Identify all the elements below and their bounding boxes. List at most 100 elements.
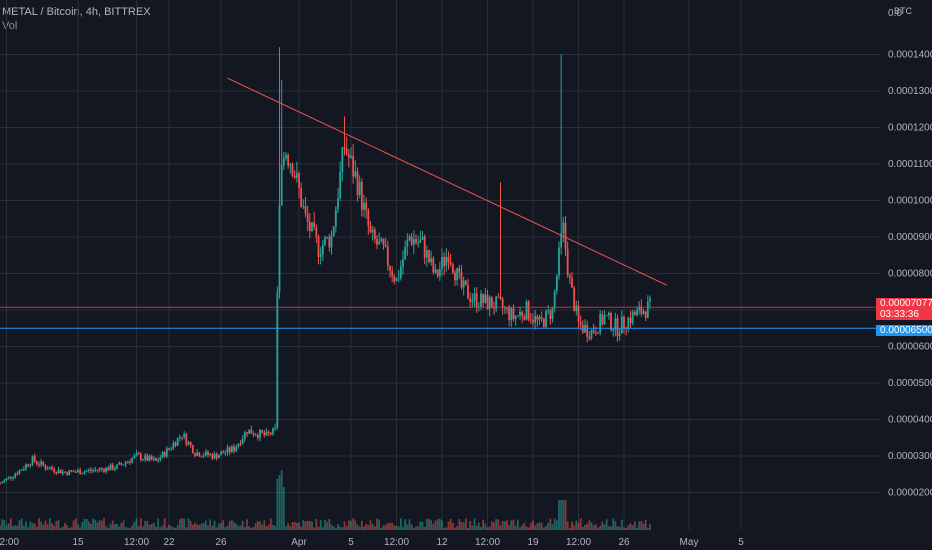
volume-bar: [315, 518, 318, 530]
volume-bar: [527, 527, 530, 530]
volume-bar: [534, 525, 537, 530]
volume-bar: [133, 521, 136, 530]
candle-body: [122, 464, 125, 466]
candle-body: [397, 278, 400, 280]
volume-bar: [252, 526, 255, 530]
volume-bar: [447, 521, 450, 530]
chart-title: METAL / Bitcoin, 4h, BITTREX: [2, 6, 151, 18]
candle-body: [629, 317, 632, 323]
volume-bar: [636, 527, 638, 530]
volume-bar: [629, 523, 632, 530]
volume-bar: [471, 525, 474, 530]
candle-body: [464, 280, 467, 286]
candle-body: [137, 453, 140, 455]
y-tick-label: 0.0: [888, 8, 902, 19]
support-price-tag: 0.00006500: [876, 325, 932, 336]
volume-bar: [200, 523, 203, 530]
volume-bar: [302, 520, 305, 530]
volume-bar: [618, 526, 621, 530]
candle-body: [590, 330, 593, 339]
volume-bar: [354, 520, 357, 530]
volume-bar: [7, 523, 10, 530]
candle-body: [107, 467, 110, 471]
candle-body: [462, 280, 465, 288]
volume-bar: [460, 522, 463, 530]
volume-bar: [532, 520, 534, 530]
candle-body: [269, 433, 272, 435]
candle-body: [237, 443, 240, 447]
candle-body: [640, 306, 643, 314]
candle-body: [77, 470, 79, 472]
candle-body: [48, 467, 51, 470]
volume-bar: [601, 521, 604, 530]
candle-body: [471, 300, 474, 302]
volume-bar: [116, 523, 118, 530]
volume-bar: [542, 527, 545, 530]
volume-bar: [638, 521, 641, 530]
volume-bar: [343, 521, 346, 530]
volume-bar: [90, 523, 92, 530]
volume-bar: [135, 518, 138, 530]
y-tick-label: 0.00006000: [888, 342, 932, 353]
volume-bar: [616, 526, 619, 530]
candle-body: [185, 434, 188, 445]
volume-bar: [81, 521, 84, 530]
candle-body: [293, 176, 296, 178]
y-tick-label: 0.00012000: [888, 123, 932, 134]
volume-bar: [373, 526, 376, 530]
volume-bar: [642, 523, 645, 530]
candle-body: [250, 429, 253, 434]
volume-bar: [564, 500, 567, 530]
candle-body: [178, 437, 181, 439]
volume-bar: [0, 525, 1, 530]
candle-body: [59, 469, 62, 474]
volume-bar: [529, 522, 532, 530]
candle-body: [605, 315, 608, 317]
candle-body: [235, 446, 238, 452]
volume-bar: [547, 522, 550, 530]
volume-bar: [488, 526, 491, 530]
volume-bar: [562, 500, 565, 530]
volume-bar: [250, 527, 253, 530]
candle-body: [614, 318, 617, 330]
volume-bar: [98, 520, 101, 530]
volume-bar: [341, 527, 344, 530]
candle-body: [339, 171, 342, 199]
volume-bar: [482, 519, 485, 530]
candle-body: [163, 452, 166, 457]
volume-bar: [313, 527, 316, 530]
candle-body: [38, 463, 40, 465]
candle-body: [527, 301, 530, 320]
volume-bar: [399, 518, 402, 530]
x-tick-label: 26: [215, 537, 227, 548]
volume-bar: [627, 525, 630, 530]
volume-bar: [189, 520, 192, 530]
volume-bar: [241, 520, 244, 530]
candle-body: [46, 468, 49, 470]
candle-body: [516, 315, 519, 317]
volume-bar: [393, 525, 396, 530]
candle-body: [317, 236, 320, 257]
candle-body: [460, 272, 463, 288]
candle-body: [61, 471, 64, 474]
volume-bar: [207, 525, 209, 530]
candle-body: [259, 429, 261, 438]
volume-bar: [285, 526, 287, 530]
volume-bar: [155, 526, 157, 530]
candle-body: [12, 477, 14, 479]
y-tick-label: 0.00004000: [888, 415, 932, 426]
volume-bar: [68, 527, 71, 530]
candle-body: [1, 482, 4, 484]
candle-body: [395, 278, 398, 282]
candle-body: [566, 248, 569, 275]
volume-bar: [499, 525, 502, 530]
volume-bar: [423, 526, 426, 530]
candle-body: [451, 264, 454, 273]
candle-body: [371, 229, 374, 233]
volume-bars: [0, 470, 651, 530]
candle-body: [83, 471, 86, 474]
candle-body: [233, 446, 235, 452]
candle-body: [410, 236, 413, 245]
candle-body: [469, 298, 472, 302]
